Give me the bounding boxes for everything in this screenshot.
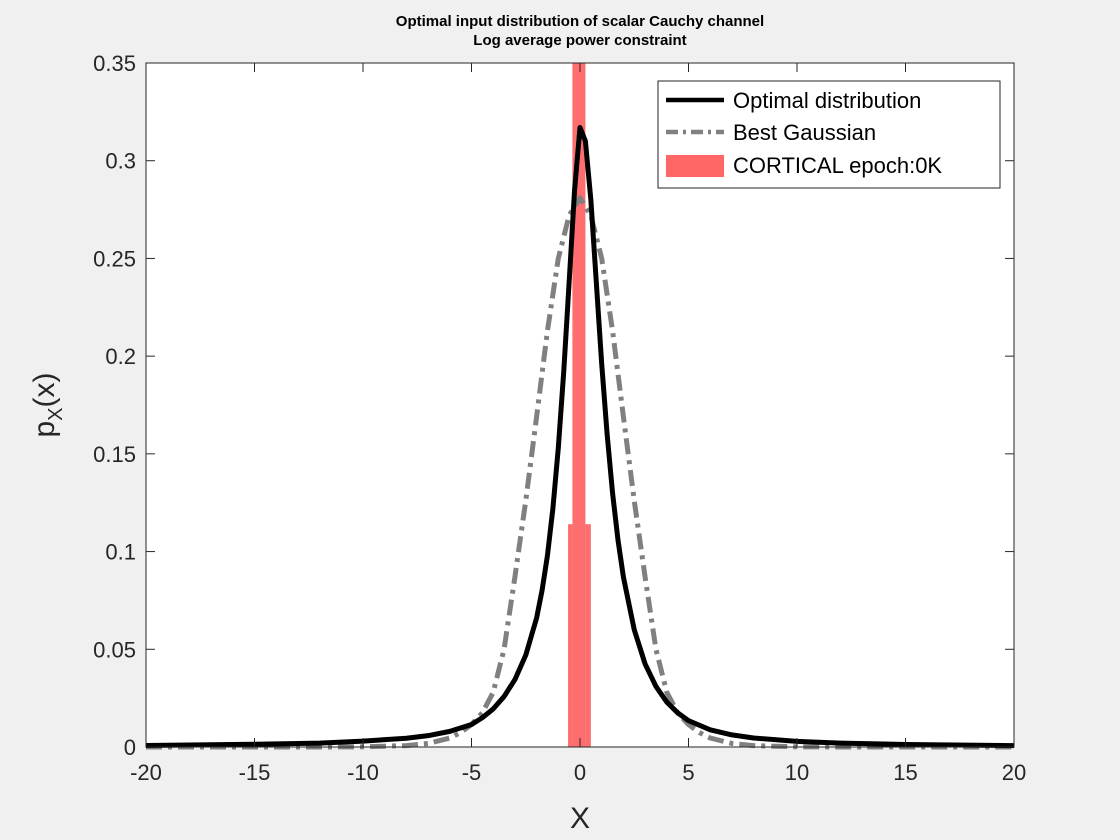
y-tick-label: 0.2 xyxy=(105,344,136,369)
y-tick-label: 0.05 xyxy=(93,637,136,662)
optimal-distribution-line xyxy=(145,124,1015,749)
y-tick-label: 0.35 xyxy=(93,51,136,76)
legend-label-cortical: CORTICAL epoch:0K xyxy=(733,153,942,178)
y-tick-label: 0.15 xyxy=(93,442,136,467)
x-tick-label: -5 xyxy=(462,760,482,785)
y-tick-label: 0.25 xyxy=(93,246,136,271)
x-tick-label: -15 xyxy=(239,760,271,785)
legend: Optimal distribution Best Gaussian CORTI… xyxy=(657,80,1001,189)
y-tick-label: 0 xyxy=(124,735,136,760)
x-tick-label: 10 xyxy=(785,760,809,785)
best-gaussian-line xyxy=(146,195,1014,750)
histogram-bar xyxy=(585,524,591,747)
tick-labels-layer: -20 -15 -10 -5 0 5 10 15 20 0 0.05 0.1 0.15 0.2 0.25 0.… xyxy=(93,51,1026,785)
legend-swatch-cortical xyxy=(666,155,724,177)
y-axis-label: pX(x) xyxy=(28,372,67,437)
lines-layer xyxy=(145,124,1015,750)
y-tick-label: 0.1 xyxy=(105,540,136,565)
x-tick-label: 0 xyxy=(574,760,586,785)
histogram-layer xyxy=(568,63,591,747)
y-axis-label-tail: (x) xyxy=(28,372,61,407)
chart-title-line-2: Log average power constraint xyxy=(473,32,686,49)
legend-label-optimal: Optimal distribution xyxy=(733,88,921,113)
y-axis-label-subscript: X xyxy=(45,407,67,420)
histogram-bar xyxy=(568,524,573,747)
x-tick-label: 5 xyxy=(682,760,694,785)
x-tick-label: 20 xyxy=(1002,760,1026,785)
x-axis-label: X xyxy=(570,802,590,835)
chart-title-line-1: Optimal input distribution of scalar Cau… xyxy=(396,13,764,30)
x-tick-label: 15 xyxy=(893,760,917,785)
y-tick-label: 0.3 xyxy=(105,149,136,174)
ticks-layer xyxy=(145,62,1015,748)
y-axis-label-main: p xyxy=(28,421,61,438)
x-tick-label: -20 xyxy=(130,760,162,785)
legend-label-gaussian: Best Gaussian xyxy=(733,120,876,145)
x-tick-label: -10 xyxy=(347,760,379,785)
histogram-bar xyxy=(572,63,586,747)
